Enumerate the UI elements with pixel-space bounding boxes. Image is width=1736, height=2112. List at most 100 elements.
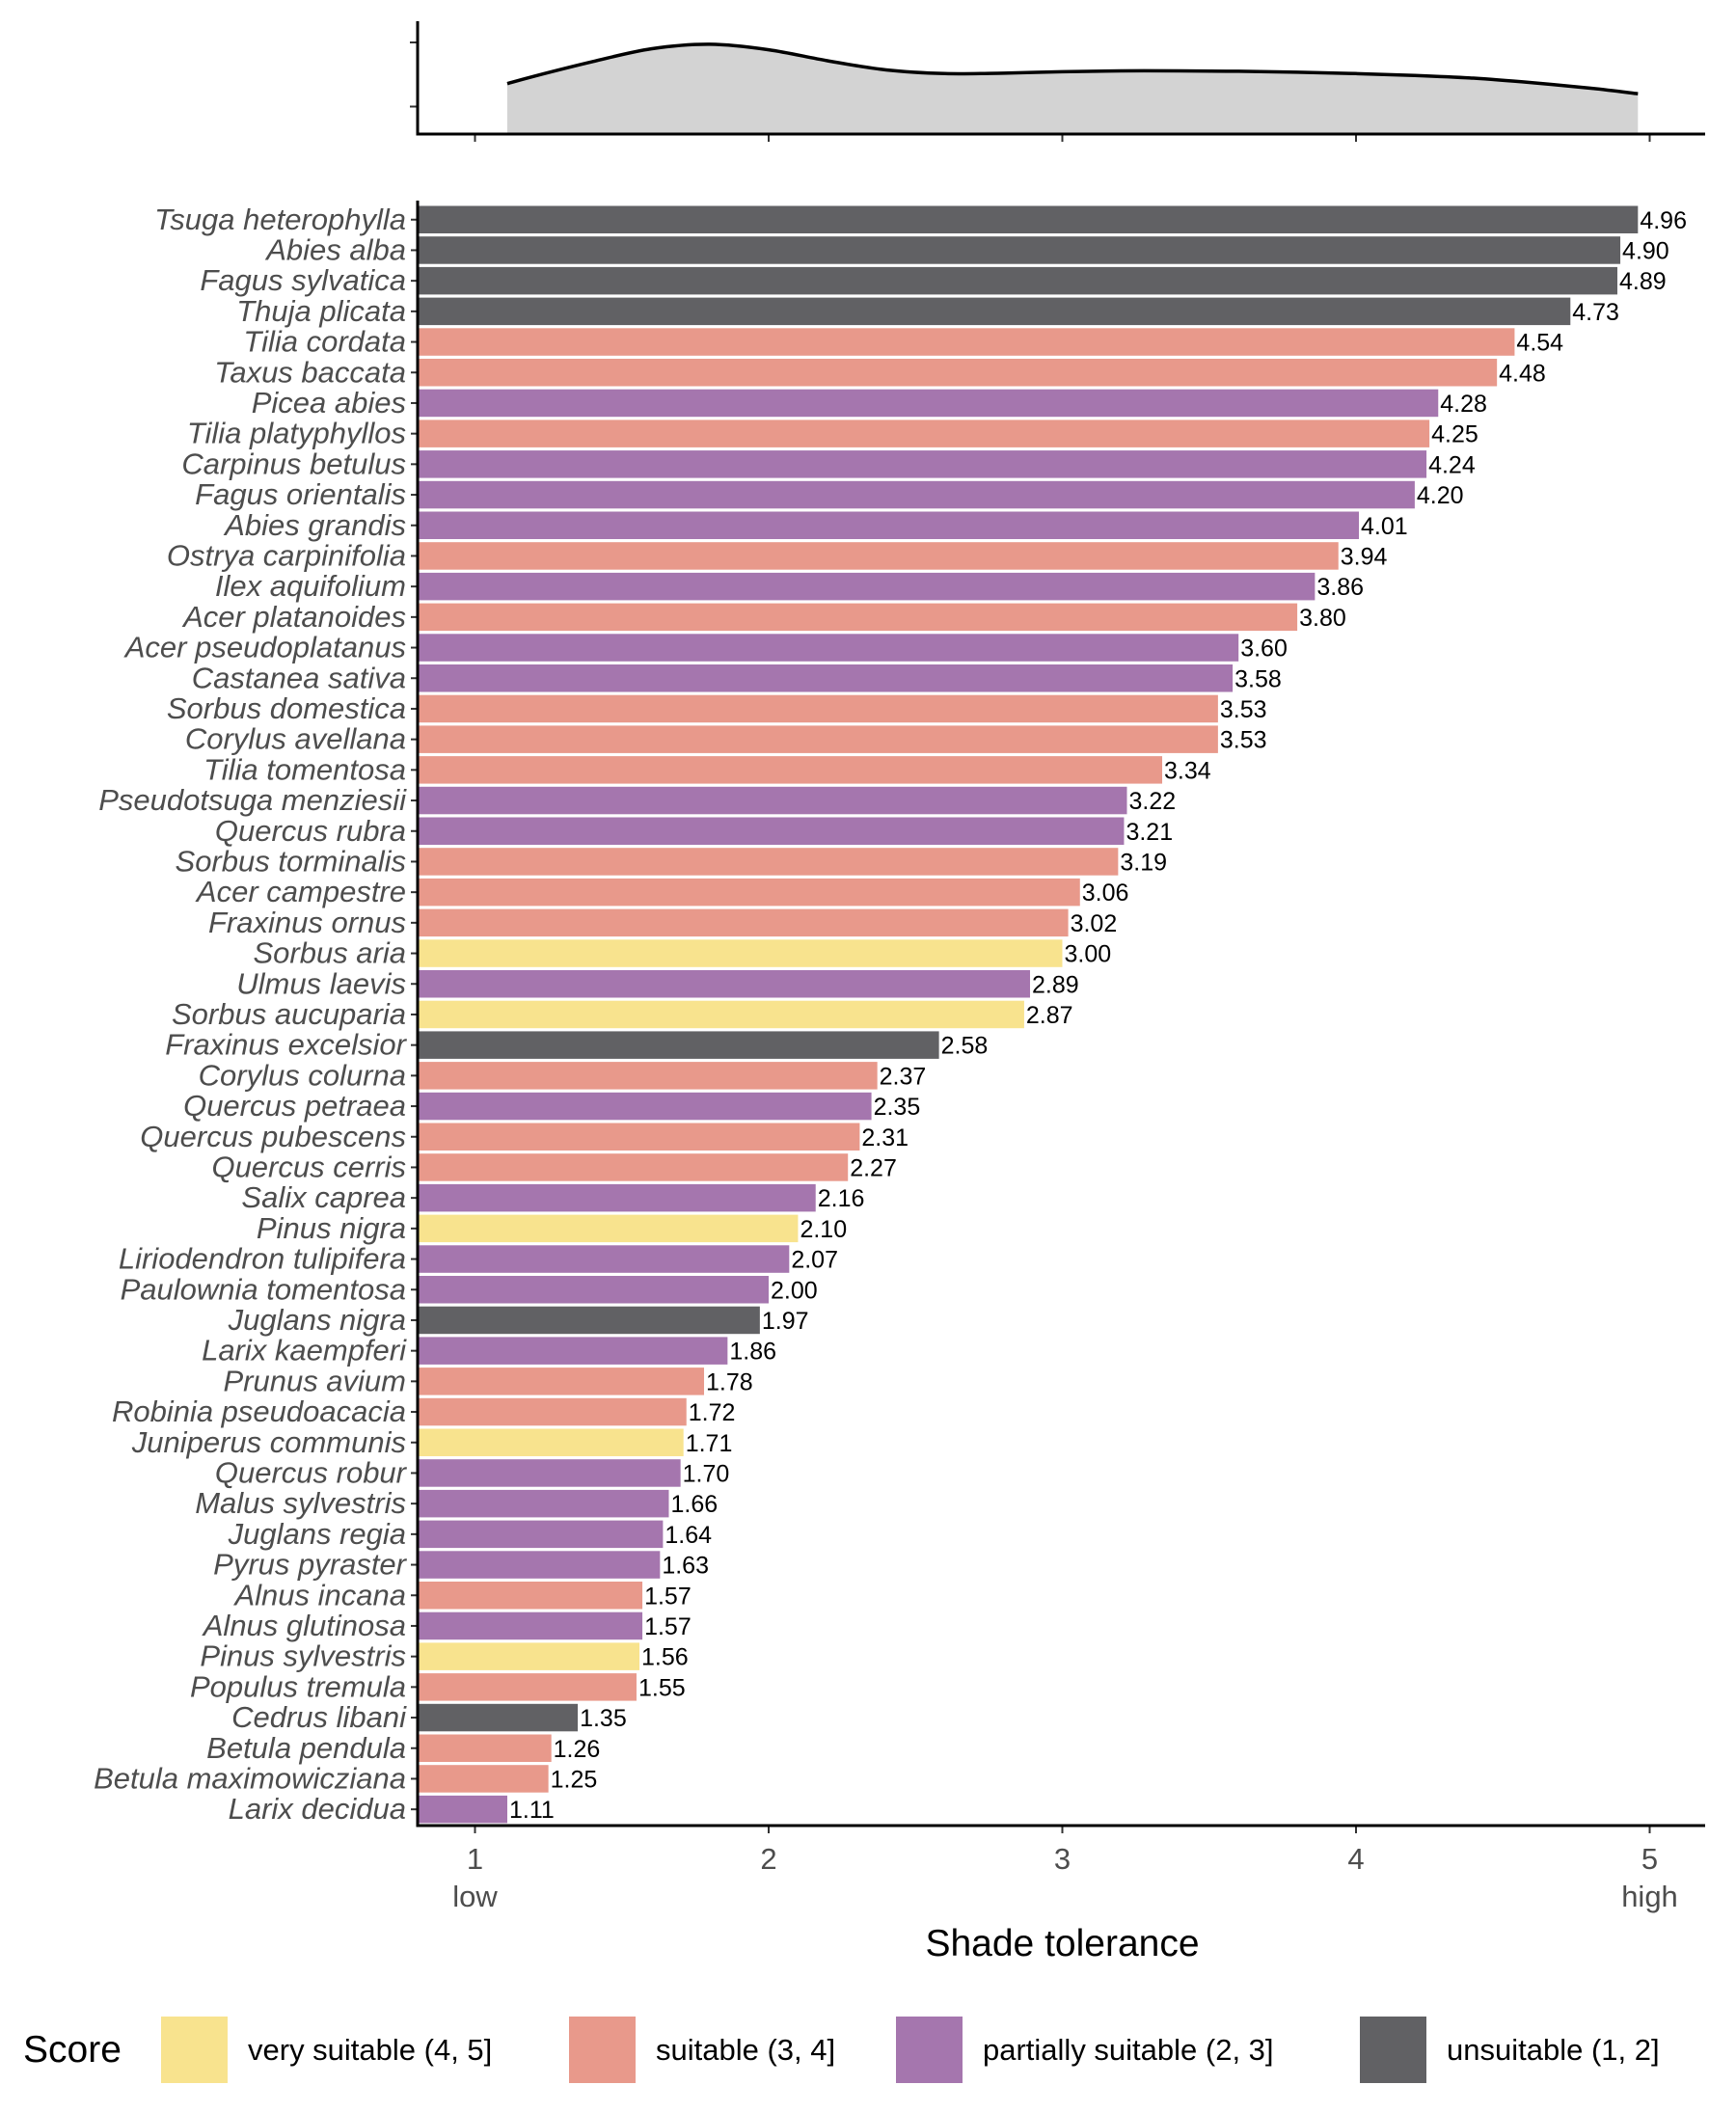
x-axis-ticks: 1 2 3 4 5 [467, 1826, 1658, 1876]
x-tick-label: 1 [467, 1842, 483, 1876]
bar [418, 1214, 799, 1243]
bar [418, 939, 1063, 967]
species-label: Malus sylvestris [195, 1486, 406, 1520]
bar [418, 359, 1498, 387]
value-label: 3.19 [1120, 849, 1167, 876]
species-label: Abies alba [264, 232, 406, 266]
bar [418, 205, 1639, 233]
x-tick-label: 3 [1054, 1842, 1071, 1876]
species-label: Populus tremula [190, 1669, 406, 1703]
value-label: 3.80 [1299, 605, 1346, 632]
value-label: 1.86 [729, 1339, 776, 1366]
species-label: Quercus pubescens [140, 1120, 406, 1153]
value-label: 1.70 [683, 1460, 730, 1487]
bar [418, 266, 1618, 295]
bar [418, 542, 1339, 570]
species-label: Alnus glutinosa [202, 1609, 406, 1642]
bar [418, 908, 1069, 937]
value-label: 1.11 [509, 1797, 555, 1824]
value-label: 2.10 [800, 1216, 847, 1243]
value-label: 4.24 [1428, 451, 1476, 478]
value-label: 4.25 [1431, 421, 1478, 448]
value-label: 4.54 [1516, 330, 1563, 357]
value-label: 3.06 [1082, 880, 1129, 907]
bar [418, 1673, 637, 1701]
species-label: Acer platanoides [181, 600, 406, 634]
bar [418, 634, 1239, 662]
species-label: Sorbus domestica [167, 691, 406, 725]
density-line [506, 42, 1639, 95]
bar [418, 1551, 661, 1579]
value-label: 2.87 [1026, 1002, 1073, 1029]
value-label: 3.22 [1128, 788, 1176, 815]
bar [418, 1367, 705, 1395]
value-label: 2.27 [850, 1154, 897, 1181]
species-label: Thuja plicata [236, 294, 406, 328]
value-label: 3.58 [1234, 665, 1282, 692]
value-label: 4.73 [1572, 299, 1619, 326]
value-label: 3.00 [1065, 941, 1112, 968]
species-label: Sorbus torminalis [176, 844, 406, 878]
species-label: Juglans regia [228, 1517, 406, 1551]
value-label: 1.57 [644, 1613, 692, 1640]
species-label: Larix kaempferi [202, 1334, 407, 1367]
bar [418, 236, 1621, 264]
species-label: Quercus cerris [211, 1150, 406, 1183]
bars [418, 205, 1639, 1824]
species-label: Betula pendula [206, 1731, 406, 1765]
bar [418, 1611, 643, 1640]
species-label: Prunus avium [223, 1364, 406, 1397]
bar [418, 1183, 816, 1212]
species-label: Tilia platyphyllos [187, 417, 406, 450]
bar [418, 1306, 760, 1335]
legend-key-unsu [1360, 2017, 1426, 2083]
value-label: 2.07 [791, 1247, 838, 1274]
value-label: 1.25 [551, 1766, 598, 1793]
species-label: Ulmus laevis [236, 966, 406, 1000]
value-label: 4.96 [1640, 207, 1687, 234]
legend-label: unsuitable (1, 2] [1447, 2033, 1660, 2067]
value-label: 4.01 [1361, 513, 1408, 540]
value-label: 2.37 [880, 1063, 927, 1090]
value-label: 3.21 [1126, 819, 1173, 846]
bar [418, 1489, 669, 1518]
bar [418, 878, 1080, 907]
value-label: 3.86 [1316, 574, 1364, 601]
species-label: Larix decidua [229, 1792, 406, 1826]
bar [418, 1245, 790, 1273]
legend-label: suitable (3, 4] [656, 2033, 835, 2067]
species-label: Quercus robur [215, 1455, 408, 1489]
species-label: Acer campestre [195, 875, 406, 908]
value-label: 3.94 [1341, 543, 1388, 570]
species-label: Taxus baccata [214, 355, 406, 389]
bar [418, 1582, 643, 1610]
bar [418, 450, 1427, 478]
species-label: Fagus orientalis [195, 477, 406, 511]
x-tick-label: 2 [760, 1842, 776, 1876]
value-label: 1.55 [638, 1674, 686, 1701]
value-label: 4.48 [1499, 360, 1546, 387]
bar [418, 1703, 579, 1732]
bar [418, 817, 1125, 845]
value-label: 3.60 [1240, 636, 1288, 663]
bar [418, 1337, 728, 1365]
species-label: Corylus avellana [185, 722, 406, 756]
bar [418, 848, 1119, 876]
bar [418, 572, 1316, 601]
bar [418, 1123, 860, 1151]
value-label: 1.63 [662, 1553, 709, 1580]
bar [418, 480, 1415, 509]
bar [418, 603, 1298, 632]
value-label: 3.53 [1220, 727, 1267, 754]
value-label: 4.20 [1417, 482, 1464, 509]
bar [418, 1092, 872, 1121]
bar [418, 1000, 1024, 1029]
value-label: 2.31 [861, 1124, 909, 1151]
bar [418, 694, 1218, 723]
value-label: 1.57 [644, 1583, 692, 1610]
species-label: Tsuga heterophylla [154, 203, 406, 236]
bar [418, 1397, 687, 1426]
bar [418, 1031, 939, 1059]
value-label: 1.97 [762, 1308, 809, 1335]
